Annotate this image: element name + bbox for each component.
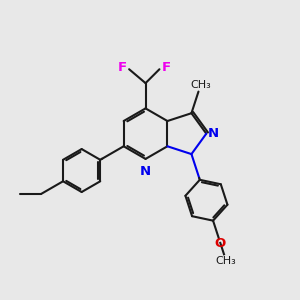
Text: CH₃: CH₃ xyxy=(216,256,236,266)
Text: F: F xyxy=(162,61,171,74)
Text: N: N xyxy=(208,127,219,140)
Text: N: N xyxy=(140,165,151,178)
Text: CH₃: CH₃ xyxy=(190,80,211,90)
Text: F: F xyxy=(117,61,126,74)
Text: O: O xyxy=(215,237,226,250)
